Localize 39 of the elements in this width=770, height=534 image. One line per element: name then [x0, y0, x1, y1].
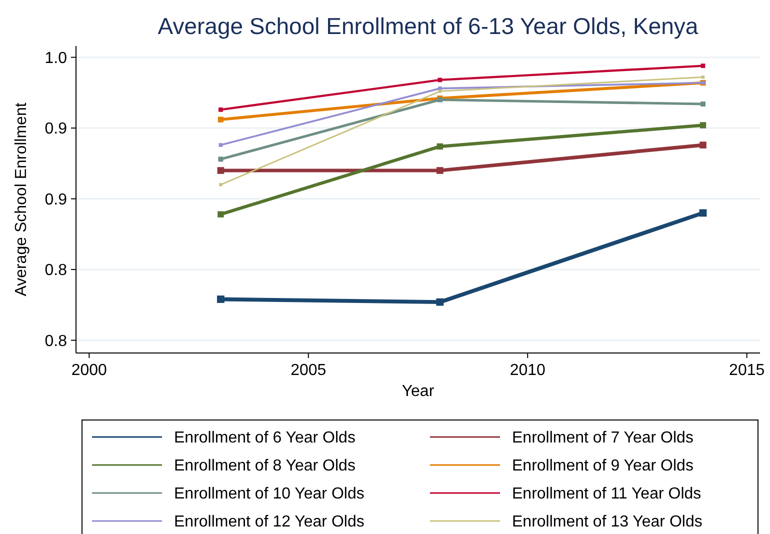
- legend-label: Enrollment of 10 Year Olds: [174, 486, 364, 503]
- point: [438, 78, 442, 82]
- point: [219, 183, 222, 186]
- x-tick-label: 2010: [510, 362, 546, 379]
- point: [218, 143, 223, 147]
- point: [700, 102, 706, 107]
- x-axis-title: Year: [402, 383, 435, 400]
- y-axis-title: Average School Enrollment: [13, 102, 30, 296]
- point: [216, 296, 224, 303]
- point: [700, 142, 706, 148]
- point: [436, 167, 444, 174]
- x-tick-label: 2015: [729, 362, 765, 379]
- y-tick-label: 0.8: [44, 332, 68, 350]
- y-tick-label: 0.9: [44, 191, 68, 208]
- y-tick-label: 1.0: [44, 50, 68, 67]
- y-tick-label: 0.8: [44, 262, 68, 280]
- chart-title: Average School Enrollment of 6-13 Year Olds, Kenya: [158, 13, 698, 39]
- point: [699, 209, 707, 217]
- legend-label: Enrollment of 12 Year Olds: [174, 514, 364, 531]
- point: [217, 167, 224, 174]
- point: [438, 86, 442, 90]
- point: [218, 107, 223, 112]
- legend-label: Enrollment of 13 Year Olds: [512, 514, 702, 531]
- x-tick-label: 2000: [71, 362, 108, 379]
- legend-label: Enrollment of 11 Year Olds: [512, 486, 702, 503]
- point: [436, 298, 444, 306]
- point: [700, 64, 706, 68]
- y-tick-label: 0.9: [44, 120, 68, 138]
- legend-label: Enrollment of 7 Year Olds: [512, 430, 694, 447]
- point: [436, 143, 444, 150]
- point: [438, 90, 442, 93]
- point: [218, 116, 224, 122]
- x-tick-label: 2005: [290, 362, 326, 379]
- legend-label: Enrollment of 9 Year Olds: [512, 458, 694, 475]
- point: [218, 211, 224, 218]
- point: [218, 156, 224, 162]
- legend-label: Enrollment of 6 Year Olds: [174, 430, 356, 447]
- point: [700, 122, 706, 128]
- legend-label: Enrollment of 8 Year Olds: [174, 458, 356, 475]
